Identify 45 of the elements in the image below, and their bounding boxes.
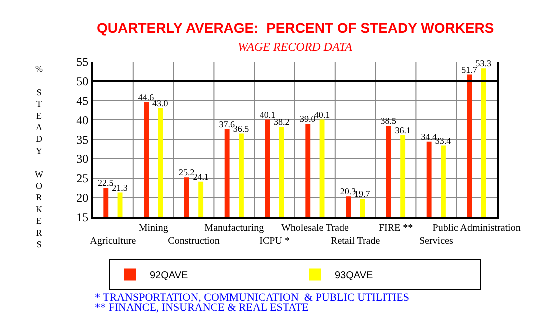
- x-tick-label: Public Administration: [432, 223, 521, 234]
- x-tick-label: ICPU *: [260, 236, 290, 248]
- x-tick-label: Construction: [168, 236, 220, 248]
- y-tick-label: 50: [76, 74, 89, 89]
- y-tick-label: 25: [76, 172, 89, 186]
- text: ** FINANCE, INSURANCE & REAL ESTATE: [95, 302, 310, 314]
- data-label: 40.1: [314, 110, 330, 120]
- x-tick-label: Wholesale Trade: [281, 223, 350, 234]
- data-label: 25.2: [179, 168, 195, 178]
- x-tick-label: Manufacturing: [204, 223, 264, 234]
- data-label: 33.4: [435, 136, 452, 146]
- x-tick-label: Services: [419, 236, 454, 248]
- data-label: 38.5: [380, 116, 398, 126]
- x-tick-label: FIRE **: [378, 223, 414, 234]
- data-label: 22.5: [98, 178, 114, 188]
- x-tick-label: Agriculture: [90, 236, 137, 248]
- data-label: 44.6: [138, 92, 155, 102]
- data-label: 39.0: [300, 114, 316, 124]
- chart-subtitle: WAGE RECORD DATA: [238, 40, 354, 54]
- data-label: 40.1: [260, 110, 276, 120]
- data-label: 36.5: [233, 124, 250, 134]
- data-label: 36.1: [395, 125, 411, 136]
- y-tick-label: 20: [76, 191, 89, 205]
- data-label: 21.3: [112, 182, 128, 193]
- data-label: 53.3: [476, 58, 492, 69]
- data-label: 24.1: [193, 172, 209, 182]
- data-label: 19.7: [354, 188, 371, 199]
- text: * TRANSPORTATION, COMMUNICATION & PUBLIC UTILITIES: [95, 292, 410, 304]
- data-label: 38.2: [274, 117, 290, 128]
- y-tick-label: 55: [76, 55, 89, 70]
- legend-label: 92QAVE: [150, 270, 188, 282]
- data-label: 37.6: [219, 120, 236, 130]
- data-label: 43.0: [152, 98, 169, 109]
- x-tick-label: Mining: [138, 223, 168, 234]
- x-tick-label: Retail Trade: [331, 236, 381, 248]
- y-tick-label: 40: [76, 113, 89, 128]
- text: % STEADY WORKERS: [35, 64, 44, 250]
- chart-title: QUARTERLY AVERAGE: PERCENT OF STEADY WORKERS: [97, 20, 494, 36]
- legend-label: 93QAVE: [335, 270, 374, 282]
- y-tick-label: 45: [76, 94, 89, 108]
- data-label: 51.7: [462, 64, 478, 75]
- data-label: 34.4: [421, 132, 438, 142]
- y-tick-label: 30: [76, 152, 89, 166]
- y-tick-label: 15: [76, 210, 89, 224]
- y-tick-label: 35: [76, 132, 89, 147]
